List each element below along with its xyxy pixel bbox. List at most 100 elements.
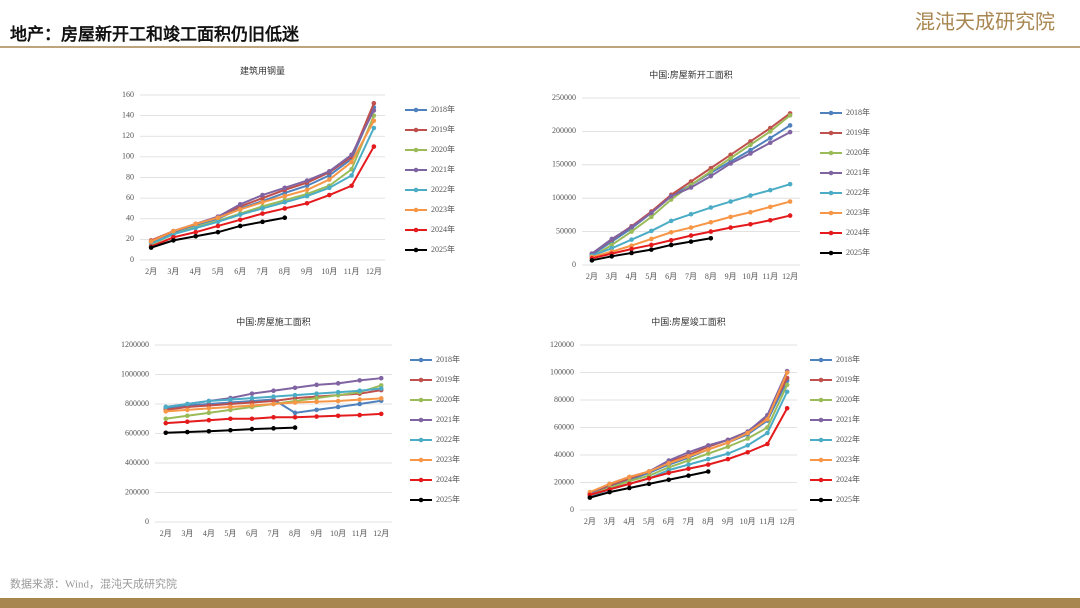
point: [249, 416, 255, 422]
x-tick-label: 6月: [234, 267, 246, 276]
y-tick-label: 20000: [554, 477, 574, 486]
x-tick-label: 12月: [366, 267, 382, 276]
point: [357, 397, 362, 402]
point: [357, 388, 362, 394]
point: [249, 395, 255, 401]
point: [609, 242, 615, 248]
point: [748, 142, 753, 148]
point: [787, 113, 793, 118]
y-tick-label: 80: [126, 172, 134, 181]
point: [371, 108, 377, 113]
legend-dot: [828, 250, 834, 256]
x-tick-label: 7月: [257, 267, 269, 276]
point: [282, 185, 288, 191]
legend-label: 2022年: [846, 187, 870, 197]
point: [629, 250, 634, 256]
legend-label: 2023年: [836, 454, 860, 464]
point: [185, 407, 190, 413]
point: [357, 401, 362, 407]
point: [646, 469, 652, 474]
point: [705, 469, 711, 474]
point: [688, 179, 694, 184]
point: [705, 451, 711, 456]
x-tick-label: 4月: [623, 517, 635, 526]
point: [185, 413, 190, 419]
point: [349, 152, 354, 158]
point: [668, 218, 674, 224]
legend-label: 2025年: [846, 247, 870, 257]
point: [335, 381, 341, 386]
point: [327, 185, 332, 191]
x-tick-label: 9月: [311, 529, 323, 538]
point: [163, 416, 169, 422]
point: [725, 451, 731, 456]
legend-label: 2019年: [846, 127, 870, 137]
point: [292, 425, 298, 430]
legend-dot: [818, 357, 824, 363]
legend-label: 2020年: [436, 394, 460, 404]
point: [260, 192, 265, 198]
y-tick-label: 150000: [552, 160, 576, 169]
point: [787, 123, 793, 128]
point: [666, 477, 672, 483]
legend-dot: [413, 147, 419, 153]
legend-label: 2020年: [431, 144, 455, 154]
point: [627, 474, 632, 480]
legend-dot: [418, 377, 424, 383]
point: [292, 414, 298, 420]
point: [193, 233, 198, 239]
point: [228, 397, 233, 402]
point: [292, 400, 298, 405]
point: [668, 237, 674, 243]
x-tick-label: 12月: [782, 272, 798, 281]
point: [237, 212, 243, 217]
x-tick-label: 2月: [160, 529, 172, 538]
x-tick-label: 11月: [760, 517, 776, 526]
legend-dot: [818, 437, 824, 443]
point: [649, 214, 654, 220]
series-line: [150, 127, 375, 245]
point: [314, 382, 319, 388]
point: [304, 193, 310, 199]
point: [327, 192, 332, 198]
x-tick-label: 5月: [645, 272, 657, 281]
legend-label: 2022年: [836, 434, 860, 444]
point: [666, 470, 672, 476]
point: [765, 416, 770, 422]
legend-label: 2024年: [436, 474, 460, 484]
point: [787, 181, 793, 187]
point: [271, 414, 276, 420]
y-tick-label: 60000: [554, 422, 574, 431]
point: [686, 458, 691, 463]
point: [686, 449, 691, 455]
legend-dot: [418, 397, 424, 403]
x-tick-label: 3月: [167, 267, 179, 276]
point: [349, 183, 354, 189]
point: [314, 391, 319, 396]
point: [708, 165, 714, 171]
point: [237, 207, 243, 212]
point: [688, 239, 694, 244]
y-tick-label: 1000000: [121, 369, 149, 378]
y-tick-label: 250000: [552, 93, 576, 102]
legend-dot: [418, 497, 424, 503]
point: [206, 406, 212, 411]
x-tick-label: 2月: [584, 517, 596, 526]
point: [171, 228, 176, 234]
y-tick-label: 120: [122, 131, 134, 140]
x-tick-label: 8月: [705, 272, 717, 281]
point: [725, 456, 731, 462]
point: [228, 416, 233, 422]
legend-dot: [818, 417, 824, 423]
point: [215, 229, 221, 235]
legend-dot: [828, 210, 834, 216]
point: [745, 449, 750, 455]
point: [688, 225, 694, 230]
point: [271, 388, 276, 394]
point: [249, 403, 255, 408]
point: [728, 161, 733, 166]
point: [767, 217, 773, 223]
legend-dot: [418, 437, 424, 443]
legend-label: 2021年: [846, 167, 870, 177]
